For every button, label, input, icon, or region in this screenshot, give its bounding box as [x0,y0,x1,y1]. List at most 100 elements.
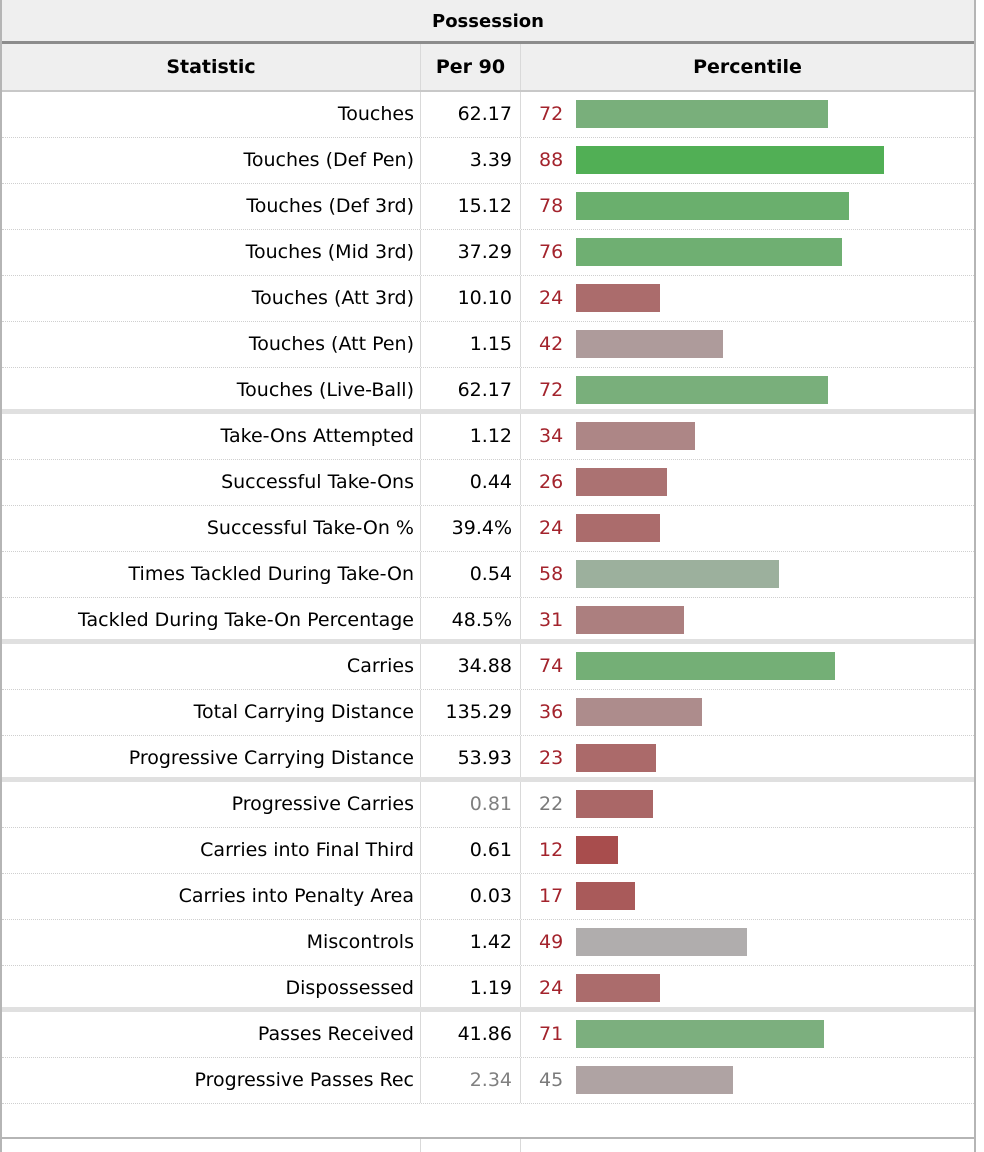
percentile-bar [576,928,747,956]
percentile-cell: 88 [521,138,974,183]
percentile-cell: 26 [521,460,974,505]
percentile-cell: 24 [521,506,974,551]
percentile-cell: 45 [521,1058,974,1103]
stat-name: Progressive Carrying Distance [2,736,421,777]
table-row: Total Carrying Distance 135.29 36 [2,690,974,736]
table-row: Touches (Live-Ball) 62.17 72 [2,368,974,414]
stat-name: Touches (Att Pen) [2,322,421,367]
per90-value: 1.12 [421,414,521,459]
table-row: Touches 62.17 72 [2,92,974,138]
table-row: Touches (Def Pen) 3.39 88 [2,138,974,184]
stat-name: Progressive Carries [2,782,421,827]
percentile-value: 31 [539,609,564,631]
percentile-bar [576,514,660,542]
percentile-cell: 24 [521,276,974,321]
percentile-bar [576,1020,824,1048]
percentile-bar [576,606,684,634]
percentile-value: 58 [539,563,564,585]
percentile-cell: 74 [521,644,974,689]
percentile-bar [576,836,618,864]
percentile-bar [576,376,828,404]
stat-name: Touches (Live-Ball) [2,368,421,409]
percentile-value: 49 [539,931,564,953]
stat-name: Carries [2,644,421,689]
table-row: Dispossessed 1.19 24 [2,966,974,1012]
percentile-value: 74 [539,655,564,677]
percentile-bar [576,192,849,220]
table-body: Touches 62.17 72 Touches (Def Pen) 3.39 88 Tou… [2,92,974,1104]
per90-value: 48.5% [421,598,521,639]
percentile-bar [576,790,653,818]
stat-name: Touches (Att 3rd) [2,276,421,321]
percentile-bar [576,1066,733,1094]
table-row: Touches (Mid 3rd) 37.29 76 [2,230,974,276]
percentile-cell: 31 [521,598,974,639]
percentile-value: 24 [539,517,564,539]
stat-name: Dispossessed [2,966,421,1007]
percentile-value: 76 [539,241,564,263]
percentile-bar [576,284,660,312]
percentile-bar [576,652,835,680]
per90-value: 53.93 [421,736,521,777]
percentile-bar [576,744,656,772]
stat-name: Touches (Mid 3rd) [2,230,421,275]
per90-value: 1.15 [421,322,521,367]
percentile-bar [576,422,695,450]
percentile-value: 36 [539,701,564,723]
per90-value: 62.17 [421,92,521,137]
percentile-value: 45 [539,1069,564,1091]
percentile-cell: 36 [521,690,974,735]
stat-name: Times Tackled During Take-On [2,552,421,597]
percentile-value: 78 [539,195,564,217]
table-row: Progressive Carrying Distance 53.93 23 [2,736,974,782]
header-per90[interactable]: Per 90 [421,44,521,90]
per90-value: 15.12 [421,184,521,229]
table-row: Tackled During Take-On Percentage 48.5% 31 [2,598,974,644]
percentile-cell: 58 [521,552,974,597]
stat-name: Successful Take-Ons [2,460,421,505]
table-header: Statistic Per 90 Percentile [2,44,974,92]
per90-value: 2.34 [421,1058,521,1103]
per90-value: 135.29 [421,690,521,735]
per90-value: 0.81 [421,782,521,827]
per90-value: 0.03 [421,874,521,919]
table-row: Progressive Passes Rec 2.34 45 [2,1058,974,1104]
per90-value: 34.88 [421,644,521,689]
percentile-cell: 71 [521,1012,974,1057]
table-row: Carries into Penalty Area 0.03 17 [2,874,974,920]
header-statistic[interactable]: Statistic [2,44,421,90]
per90-value: 0.61 [421,828,521,873]
percentile-cell: 24 [521,966,974,1007]
percentile-bar [576,560,779,588]
table-row: Carries into Final Third 0.61 12 [2,828,974,874]
percentile-bar [576,330,723,358]
percentile-cell: 42 [521,322,974,367]
percentile-value: 34 [539,425,564,447]
percentile-value: 24 [539,977,564,999]
table-row: Progressive Carries 0.81 22 [2,782,974,828]
stat-name: Touches (Def 3rd) [2,184,421,229]
percentile-cell: 12 [521,828,974,873]
percentile-value: 72 [539,103,564,125]
percentile-cell: 34 [521,414,974,459]
per90-value: 1.42 [421,920,521,965]
footer-cell [521,1139,974,1152]
stat-name: Total Carrying Distance [2,690,421,735]
percentile-value: 17 [539,885,564,907]
per90-value: 1.19 [421,966,521,1007]
percentile-value: 71 [539,1023,564,1045]
percentile-value: 26 [539,471,564,493]
stat-name: Touches [2,92,421,137]
header-percentile[interactable]: Percentile [693,56,802,78]
table-row: Touches (Def 3rd) 15.12 78 [2,184,974,230]
percentile-cell: 49 [521,920,974,965]
stat-name: Tackled During Take-On Percentage [2,598,421,639]
per90-value: 10.10 [421,276,521,321]
table-row: Touches (Att Pen) 1.15 42 [2,322,974,368]
per90-value: 0.54 [421,552,521,597]
table-footer-edge [2,1137,974,1152]
per90-value: 39.4% [421,506,521,551]
percentile-value: 72 [539,379,564,401]
stat-name: Carries into Penalty Area [2,874,421,919]
percentile-value: 88 [539,149,564,171]
